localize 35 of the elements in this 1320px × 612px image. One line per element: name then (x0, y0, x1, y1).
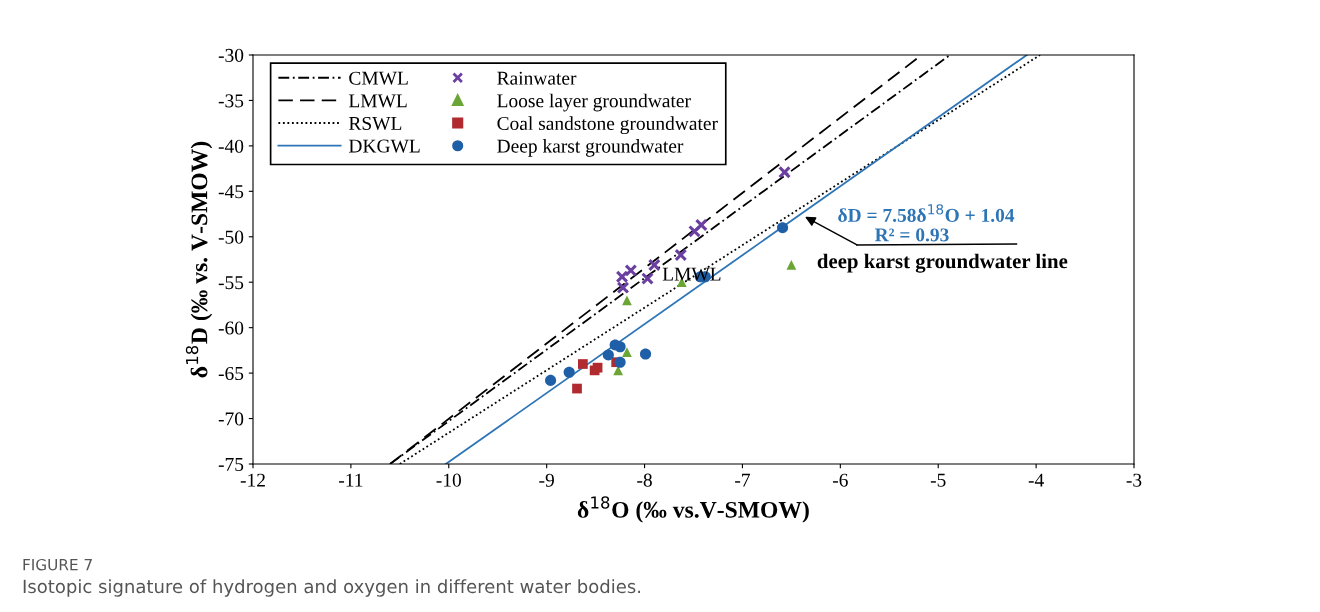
legend-label: RSWL (348, 116, 402, 131)
x-tick-label: -12 (240, 473, 265, 487)
y-tick-label: -30 (218, 48, 244, 62)
x-tick-label: -7 (735, 473, 750, 487)
y-tick-label: -35 (218, 94, 244, 108)
x-tick-label: -6 (832, 473, 848, 487)
y-tick-label: -50 (218, 230, 244, 244)
legend-label: Coal sandstone groundwater (497, 116, 718, 135)
x-tick-label: -3 (1126, 473, 1142, 487)
legend-label: DKGWL (348, 139, 420, 153)
y-axis-title: δ$^{18}$D (‰ vs. V-SMOW) (185, 141, 213, 378)
x-tick-label: -11 (339, 473, 363, 487)
annotation: deep karst groundwater line (817, 253, 1068, 273)
legend-label: Loose layer groundwater (497, 93, 691, 112)
text: Isotopic signature of hydrogen and oxygen in different water bodies. (23, 579, 641, 597)
y-tick-label: -45 (218, 185, 244, 199)
x-axis-title: δ$^{18}$O (‰ vs.V-SMOW) (577, 496, 809, 523)
legend-label: LMWL (348, 94, 407, 108)
y-tick-label: -55 (218, 276, 244, 290)
y-tick-label: -40 (218, 139, 244, 153)
y-tick-label: -65 (218, 366, 244, 381)
x-tick-label: -9 (539, 473, 554, 487)
y-tick-label: -70 (218, 412, 244, 426)
x-tick-label: -8 (637, 473, 652, 487)
y-tick-label: -60 (218, 321, 244, 335)
x-tick-label: -4 (1028, 473, 1044, 487)
caption: FIGURE 7 (23, 558, 92, 571)
annotation: δD = 7.58δ$^{18}$O + 1.04 (838, 204, 1015, 222)
annotation: R² = 0.93 (874, 228, 949, 242)
x-tick-label: -10 (436, 473, 461, 487)
legend-label: Rainwater (497, 71, 577, 85)
x-tick-label: -5 (930, 473, 946, 487)
legend-label: CMWL (349, 71, 408, 85)
legend-label: Deep karst groundwater (497, 139, 684, 157)
y-tick-label: -75 (218, 458, 244, 471)
